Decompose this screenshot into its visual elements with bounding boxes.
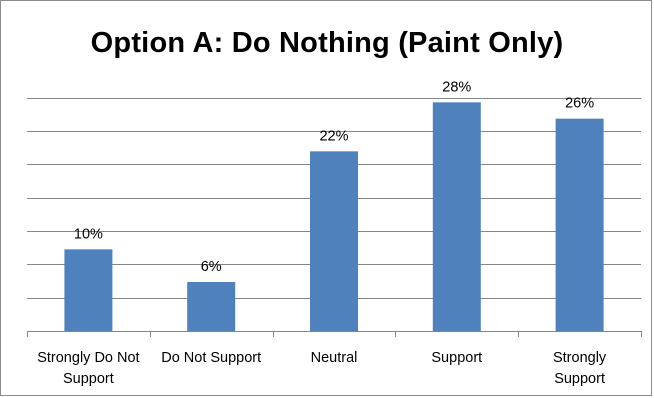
category-label: Strongly Support xyxy=(553,350,607,387)
category-label-line: Strongly Do Not xyxy=(37,350,139,366)
data-label: 28% xyxy=(442,79,471,95)
category-label: Strongly Do Not Support xyxy=(37,350,139,387)
data-label: 22% xyxy=(319,128,348,144)
category-label-line: Support xyxy=(554,371,605,387)
chart-title: Option A: Do Nothing (Paint Only) xyxy=(90,27,564,59)
bar xyxy=(555,118,604,332)
data-label: 6% xyxy=(201,259,222,275)
bar xyxy=(310,151,358,331)
category-label-line: Strongly xyxy=(553,350,607,366)
data-label: 26% xyxy=(565,96,594,112)
bar xyxy=(64,249,113,331)
category-label-line: Support xyxy=(63,371,114,387)
category-label-line: Support xyxy=(431,350,482,366)
bar xyxy=(187,282,236,331)
data-label: 10% xyxy=(74,226,103,242)
category-label-line: Neutral xyxy=(311,350,358,366)
category-label-line: Do Not Support xyxy=(161,350,261,366)
bar xyxy=(432,102,481,331)
category-label: Do Not Support xyxy=(161,350,261,366)
category-label: Neutral xyxy=(311,350,358,366)
category-label: Support xyxy=(431,350,482,366)
